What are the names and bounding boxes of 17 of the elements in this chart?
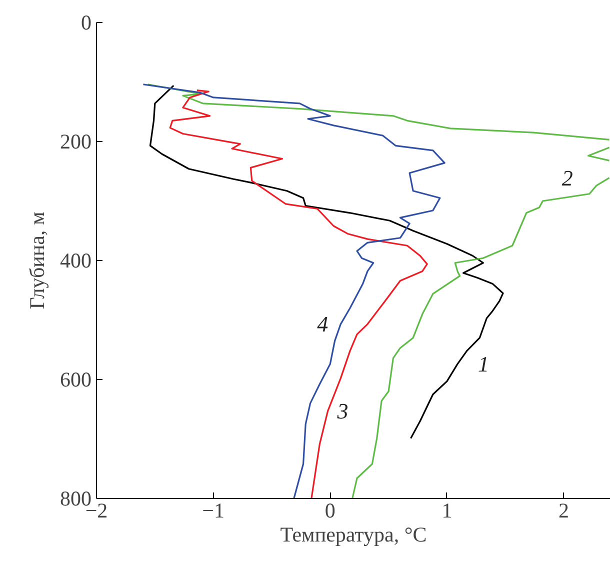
series-label: 2: [562, 165, 573, 190]
line-series: [142, 84, 446, 498]
x-axis-title: Температура, °C: [280, 522, 427, 546]
series-label: 3: [336, 398, 348, 424]
y-tick-label: 200: [60, 130, 92, 154]
x-tick-label: 1: [442, 498, 452, 522]
y-tick-label: 600: [60, 368, 92, 392]
line-series: [169, 90, 428, 498]
x-tick-label: 0: [324, 498, 336, 522]
y-tick-label: 400: [60, 248, 92, 272]
series-label: 1: [478, 352, 489, 377]
y-tick-label: 0: [81, 10, 92, 34]
series-label: 4: [317, 312, 328, 337]
x-tick-label: 2: [558, 498, 570, 522]
y-axis-title: Глубина, м: [25, 212, 49, 310]
line-series: [149, 84, 504, 440]
x-tick-label: −1: [202, 498, 224, 522]
